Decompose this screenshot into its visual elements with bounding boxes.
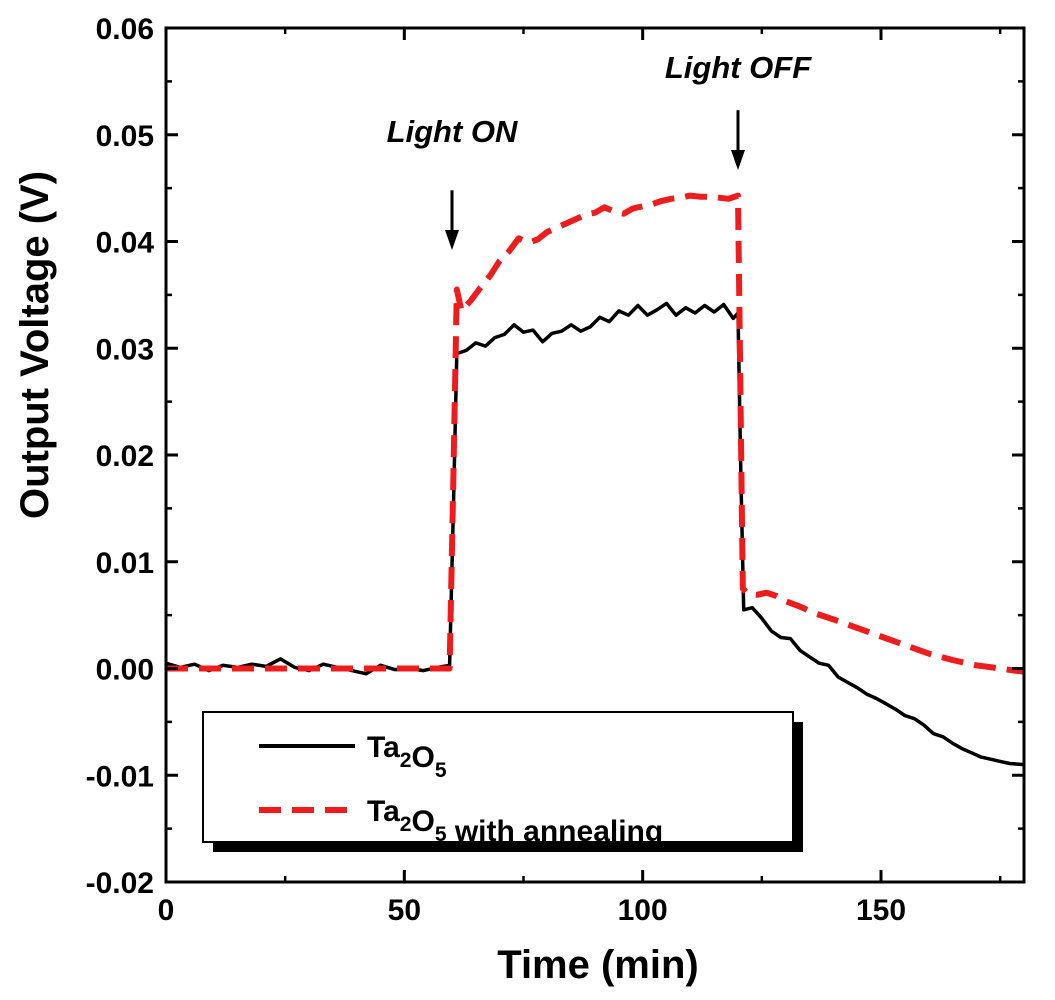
legend-box	[202, 711, 794, 843]
y-tick-label: 0.04	[96, 227, 155, 260]
y-tick-label: 0.05	[96, 120, 154, 153]
y-tick-label: 0.01	[96, 547, 154, 580]
x-tick-label: 50	[388, 894, 421, 927]
annotation-arrow-head-1	[445, 230, 459, 251]
y-tick-label: -0.02	[86, 867, 154, 900]
legend: Ta2O5 Ta2O5 with annealing	[202, 711, 803, 852]
series-line-1	[165, 301, 1025, 767]
ticks: 0 50 100 150 -0.02 -0.01 0.00 0.01 0.02 0.03 0.04 0…	[86, 13, 1024, 927]
x-tick-label: 150	[856, 894, 906, 927]
annotation-label-2: Light OFF	[665, 50, 812, 85]
y-tick-label: 0.00	[96, 654, 154, 687]
plot-content	[165, 192, 1025, 767]
annotation-label-1: Light ON	[387, 114, 518, 149]
annotations: Light ON Light OFF	[387, 50, 812, 251]
y-tick-label: 0.02	[96, 440, 154, 473]
y-tick-label: 0.03	[96, 333, 154, 366]
series-line-2	[166, 192, 1025, 675]
x-tick-label: 100	[618, 894, 668, 927]
legend-label-2: Ta2O5 with annealing	[367, 795, 663, 848]
x-tick-label: 0	[158, 894, 175, 927]
x-axis-title: Time (min)	[497, 943, 699, 987]
y-tick-label: -0.01	[86, 760, 154, 793]
y-axis-title: Output Voltage (V)	[13, 171, 57, 519]
y-tick-label: 0.06	[96, 13, 154, 46]
legend-label-1: Ta2O5	[367, 731, 447, 782]
annotation-arrow-head-2	[731, 149, 745, 170]
